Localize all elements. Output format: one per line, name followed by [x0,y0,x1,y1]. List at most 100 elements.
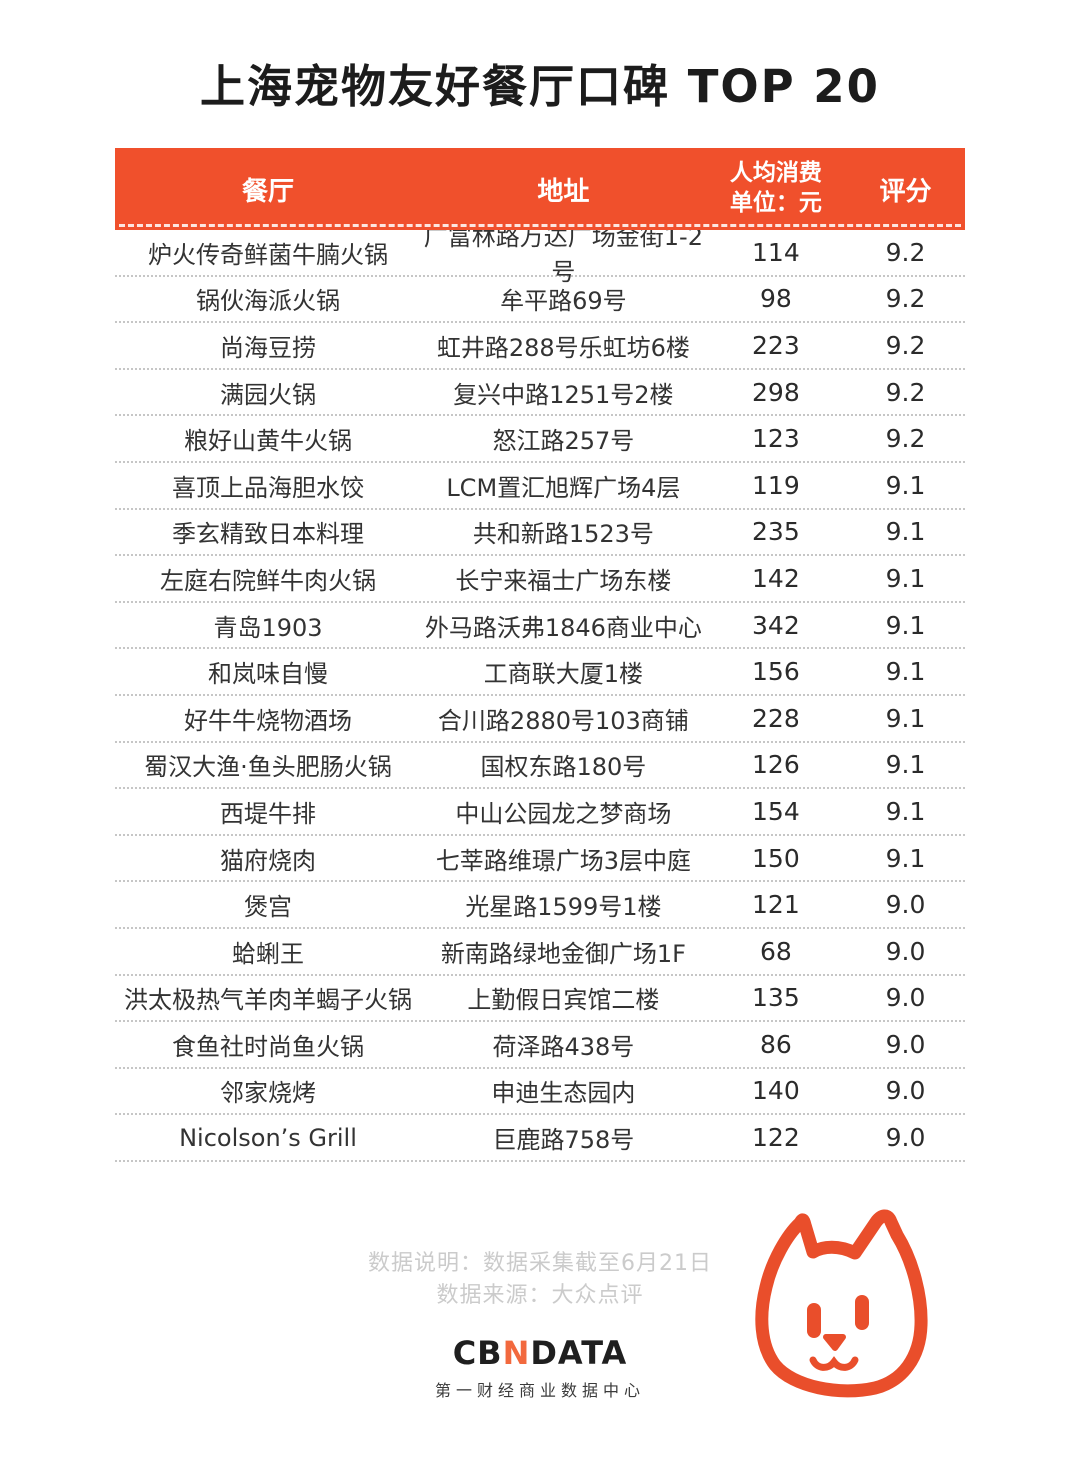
price-cell: 235 [752,517,800,547]
price-cell: 135 [752,983,800,1013]
rating-cell: 9.1 [885,703,926,733]
table-row: 喜顶上品海胆水饺 LCM置汇旭辉广场4层 119 9.1 [115,463,965,510]
price-cell: 223 [752,330,800,360]
header-rating: 评分 [879,176,932,207]
logo-cb: CB [452,1334,503,1372]
table-header-row: 餐厅 地址 人均消费 单位：元 评分 [115,148,965,230]
rating-cell: 9.2 [885,424,926,454]
header-restaurant: 餐厅 [241,176,294,207]
cat-face-icon [755,1209,928,1398]
price-cell: 114 [752,237,800,267]
table-row: 好牛牛烧物酒场 合川路2880号103商铺 228 9.1 [115,696,965,743]
restaurant-cell: 左庭右院鲜牛肉火锅 [160,566,376,595]
price-cell: 122 [752,1123,800,1153]
rating-cell: 9.1 [885,750,926,780]
cat-head-outline [755,1209,928,1398]
price-cell: 142 [752,563,800,593]
table-row: 邻家烧烤 申迪生态园内 140 9.0 [115,1069,965,1116]
rating-cell: 9.1 [885,796,926,826]
address-cell: 外马路沃弗1846商业中心 [424,613,702,642]
restaurant-cell: 炉火传奇鲜菌牛腩火锅 [148,240,388,269]
ranking-table: 餐厅 地址 人均消费 单位：元 评分 炉火传奇鲜菌牛腩火锅 广富林路万达广场金街… [115,148,965,1162]
table-row: 西堤牛排 中山公园龙之梦商场 154 9.1 [115,789,965,836]
rating-cell: 9.0 [885,1123,926,1153]
address-cell: 七莘路维璟广场3层中庭 [435,846,692,875]
header-price-line1: 人均消费 [729,160,822,187]
rating-cell: 9.1 [885,657,926,687]
address-cell: 共和新路1523号 [472,520,654,549]
rating-cell: 9.2 [885,330,926,360]
rating-cell: 9.0 [885,1029,926,1059]
rating-cell: 9.1 [885,610,926,640]
rating-cell: 9.0 [885,1076,926,1106]
price-cell: 68 [759,936,792,966]
address-cell: 申迪生态园内 [491,1079,636,1108]
address-cell: 新南路绿地金御广场1F [440,939,686,968]
address-cell: 国权东路180号 [480,753,647,782]
table-row: Nicolson’s Grill 巨鹿路758号 122 9.0 [115,1115,965,1162]
restaurant-cell: 和岚味自慢 [208,660,328,689]
restaurant-cell: Nicolson’s Grill [179,1123,357,1152]
restaurant-cell: 蛤蜊王 [232,939,304,968]
address-cell: 复兴中路1251号2楼 [453,380,674,409]
address-cell: 牟平路69号 [500,287,627,316]
address-cell: 巨鹿路758号 [492,1126,635,1155]
table-row: 煲宫 光星路1599号1楼 121 9.0 [115,882,965,929]
restaurant-cell: 喜顶上品海胆水饺 [172,473,364,502]
price-cell: 298 [752,377,800,407]
price-cell: 123 [752,424,800,454]
price-cell: 121 [752,890,800,920]
restaurant-cell: 粮好山黄牛火锅 [184,427,352,456]
restaurant-cell: 西堤牛排 [220,799,316,828]
address-cell: 怒江路257号 [492,427,635,456]
logo-data: DATA [530,1334,628,1372]
cat-mouth [809,1356,859,1371]
table-row: 季玄精致日本料理 共和新路1523号 235 9.1 [115,510,965,557]
address-cell: 虹井路288号乐虹坊6楼 [436,333,690,362]
restaurant-cell: 尚海豆捞 [220,333,316,362]
price-cell: 86 [759,1029,792,1059]
rating-cell: 9.2 [885,237,926,267]
restaurant-cell: 青岛1903 [213,613,323,642]
table-row: 青岛1903 外马路沃弗1846商业中心 342 9.1 [115,603,965,650]
page-title: 上海宠物友好餐厅口碑 TOP 20 [200,60,880,113]
cbndata-logo: CBNDATA 第一财经商业数据中心 [0,1334,1080,1401]
price-cell: 140 [752,1076,800,1106]
table-row: 炉火传奇鲜菌牛腩火锅 广富林路万达广场金街1-2号 114 9.2 [115,223,965,286]
rating-cell: 9.2 [885,377,926,407]
price-cell: 228 [752,703,800,733]
address-cell: 荷泽路438号 [492,1032,635,1061]
table-row: 锅伙海派火锅 牟平路69号 98 9.2 [115,277,965,324]
price-cell: 98 [759,284,792,314]
table-row: 食鱼社时尚鱼火锅 荷泽路438号 86 9.0 [115,1022,965,1069]
restaurant-cell: 猫府烧肉 [220,846,316,875]
rating-cell: 9.2 [885,284,926,314]
rating-cell: 9.1 [885,517,926,547]
table-row: 尚海豆捞 虹井路288号乐虹坊6楼 223 9.2 [115,323,965,370]
data-notes: 数据说明：数据采集截至6月21日 数据来源：大众点评 [0,1248,1080,1312]
note-line-2: 数据来源：大众点评 [436,1283,644,1308]
address-cell: 中山公园龙之梦商场 [455,799,672,828]
address-cell: 上勤假日宾馆二楼 [467,986,660,1015]
restaurant-cell: 满园火锅 [220,380,316,409]
table-row: 洪太极热气羊肉羊蝎子火锅 上勤假日宾馆二楼 135 9.0 [115,976,965,1023]
header-address: 地址 [537,176,590,207]
restaurant-cell: 洪太极热气羊肉羊蝎子火锅 [124,986,412,1015]
restaurant-cell: 煲宫 [244,893,292,922]
restaurant-cell: 蜀汉大渔·鱼头肥肠火锅 [144,753,392,782]
address-cell: 光星路1599号1楼 [465,893,662,922]
cbndata-logo-subtitle: 第一财经商业数据中心 [434,1381,645,1400]
rating-cell: 9.1 [885,563,926,593]
restaurant-cell: 季玄精致日本料理 [172,520,364,549]
table-row: 蜀汉大渔·鱼头肥肠火锅 国权东路180号 126 9.1 [115,743,965,790]
table-row: 猫府烧肉 七莘路维璟广场3层中庭 150 9.1 [115,836,965,883]
table-row: 和岚味自慢 工商联大厦1楼 156 9.1 [115,649,965,696]
rating-cell: 9.0 [885,890,926,920]
rating-cell: 9.0 [885,983,926,1013]
table-row: 粮好山黄牛火锅 怒江路257号 123 9.2 [115,416,965,463]
price-cell: 154 [752,796,800,826]
price-cell: 342 [752,610,800,640]
logo-n: N [502,1334,531,1372]
address-cell: 合川路2880号103商铺 [437,706,689,735]
